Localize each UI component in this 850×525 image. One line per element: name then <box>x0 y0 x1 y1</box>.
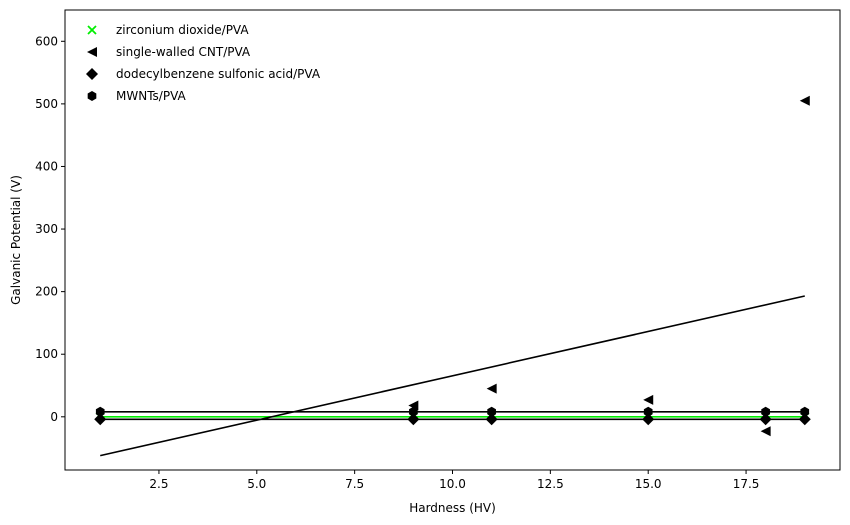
y-tick-label: 200 <box>35 285 58 299</box>
legend: zirconium dioxide/PVA single-walled CNT/P… <box>86 23 321 103</box>
data-points <box>94 95 811 437</box>
legend-marker-1 <box>87 47 97 57</box>
x-tick-label: 2.5 <box>149 477 168 491</box>
data-point-series-2 <box>798 413 811 426</box>
data-point-series-1 <box>760 426 771 437</box>
data-point-series-3 <box>800 406 810 417</box>
data-point-series-2 <box>94 413 107 426</box>
y-tick-label: 600 <box>35 34 58 48</box>
data-point-series-2 <box>642 413 655 426</box>
x-axis-title: Hardness (HV) <box>409 501 496 515</box>
y-tick-label: 300 <box>35 222 58 236</box>
fit-lines <box>100 295 805 457</box>
x-tick-label: 17.5 <box>733 477 760 491</box>
x-tick-label: 15.0 <box>635 477 662 491</box>
data-point-series-3 <box>487 406 496 417</box>
fit-line-series-1 <box>100 295 805 457</box>
x-tick-label: 5.0 <box>247 477 266 491</box>
data-point-series-1 <box>486 383 497 394</box>
data-point-series-3 <box>643 406 653 417</box>
legend-label: MWNTs/PVA <box>116 89 187 103</box>
legend-marker-2 <box>86 68 98 80</box>
data-point-series-2 <box>759 413 772 426</box>
data-point-series-3 <box>95 406 105 417</box>
y-tick-label: 400 <box>35 159 58 173</box>
data-point-series-2 <box>407 413 420 426</box>
data-point-series-1 <box>643 394 654 405</box>
data-point-series-2 <box>485 413 498 426</box>
y-tick-label: 0 <box>50 410 58 424</box>
y-axis: 0 100 200 300 400 500 600 <box>35 34 65 424</box>
legend-label: single-walled CNT/PVA <box>116 45 251 59</box>
data-point-series-3 <box>761 406 770 417</box>
legend-label: dodecylbenzene sulfonic acid/PVA <box>116 67 321 81</box>
y-tick-label: 100 <box>35 347 58 361</box>
x-tick-label: 12.5 <box>537 477 564 491</box>
x-tick-label: 7.5 <box>345 477 364 491</box>
x-tick-label: 10.0 <box>439 477 466 491</box>
y-axis-title: Galvanic Potential (V) <box>9 175 23 305</box>
data-point-series-3 <box>409 406 418 417</box>
data-point-series-1 <box>799 95 810 106</box>
legend-marker-0 <box>87 25 97 35</box>
legend-label: zirconium dioxide/PVA <box>116 23 249 37</box>
legend-marker-3 <box>87 91 97 101</box>
x-axis: 2.5 5.0 7.5 10.0 12.5 15.0 17.5 <box>149 470 759 491</box>
data-point-series-1 <box>408 400 419 411</box>
y-tick-label: 500 <box>35 97 58 111</box>
